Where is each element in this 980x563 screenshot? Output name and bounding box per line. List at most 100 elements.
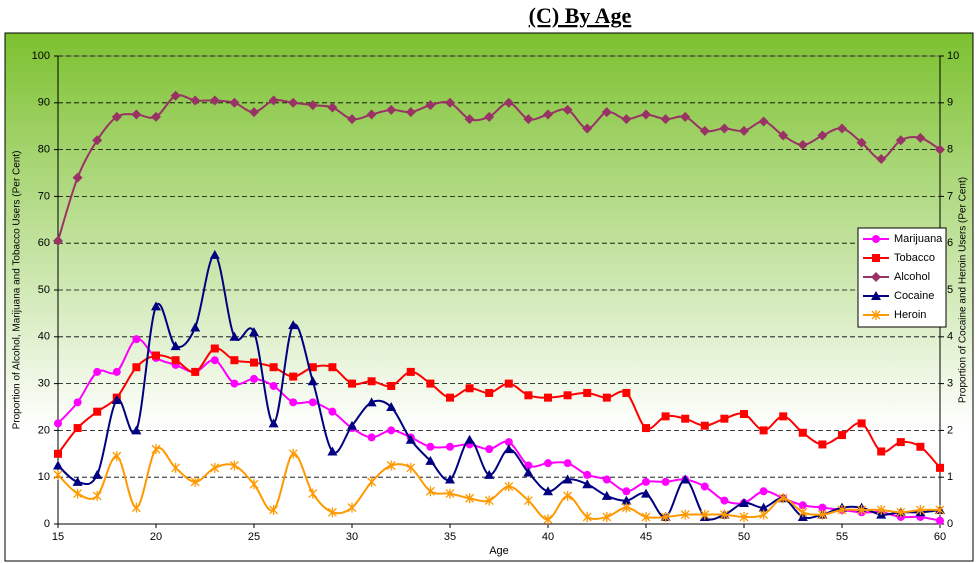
marker (504, 481, 514, 492)
marker (151, 444, 161, 455)
marker (229, 331, 240, 341)
marker (347, 114, 357, 125)
marker (719, 123, 730, 134)
legend-label: Tobacco (894, 252, 935, 264)
marker (896, 438, 905, 447)
marker (268, 418, 279, 428)
marker (269, 504, 279, 515)
marker (818, 503, 827, 512)
marker (209, 249, 220, 259)
x-tick-label: 45 (640, 531, 652, 543)
legend-label: Marijuana (894, 233, 943, 245)
marker (367, 433, 376, 442)
marker (779, 412, 788, 421)
marker (622, 487, 631, 496)
marker (327, 446, 338, 456)
marker (582, 123, 593, 134)
marker (484, 495, 494, 506)
marker (73, 424, 82, 433)
marker (680, 111, 691, 122)
marker (621, 502, 631, 513)
marker (871, 310, 881, 320)
series-line (57, 94, 941, 242)
marker (896, 507, 906, 518)
marker (446, 442, 454, 451)
marker (307, 376, 318, 386)
marker (543, 109, 553, 120)
x-tick-label: 60 (934, 531, 946, 543)
marker (229, 460, 239, 471)
series-line (57, 446, 941, 521)
marker (621, 114, 632, 125)
y-tick-label: 70 (38, 190, 50, 202)
marker (661, 511, 671, 522)
marker (602, 475, 611, 484)
marker (837, 123, 847, 134)
marker (464, 434, 475, 444)
marker (230, 356, 239, 365)
x-tick-label: 35 (444, 531, 456, 543)
y-tick-label: 90 (38, 97, 50, 109)
marker (523, 495, 533, 506)
marker (936, 463, 944, 472)
marker (503, 444, 514, 454)
marker (151, 301, 161, 311)
marker (680, 474, 691, 484)
marker (504, 379, 513, 388)
marker (425, 486, 435, 497)
marker (131, 109, 142, 120)
marker (209, 95, 220, 106)
chart-title: (C) By Age (529, 3, 632, 28)
marker (132, 335, 141, 344)
marker (523, 114, 534, 125)
marker (622, 388, 631, 397)
marker (229, 97, 240, 108)
y-tick-label: 20 (38, 424, 50, 436)
marker (347, 420, 357, 430)
marker (230, 379, 239, 388)
marker (524, 391, 533, 400)
marker (523, 467, 534, 477)
marker (250, 374, 258, 383)
y2-tick-label: 10 (947, 50, 959, 62)
marker (289, 398, 298, 407)
marker (210, 356, 219, 365)
marker (328, 407, 337, 416)
y2-axis-label: Proportion of Cocaine and Heroin Users (… (958, 177, 969, 403)
marker (857, 504, 867, 515)
marker (876, 504, 886, 515)
marker (582, 479, 593, 489)
marker (641, 109, 651, 120)
x-tick-label: 30 (346, 531, 358, 543)
marker (73, 488, 83, 499)
y2-tick-label: 4 (947, 331, 953, 343)
marker (504, 438, 513, 447)
marker (406, 367, 415, 376)
marker (563, 490, 573, 501)
marker (758, 116, 769, 127)
marker (543, 514, 553, 525)
marker (817, 130, 828, 141)
marker (328, 363, 337, 372)
marker (112, 451, 122, 462)
marker (562, 104, 573, 115)
y-axis-label: Proportion of Alcohol, Marijuana and Tob… (12, 151, 23, 430)
marker (170, 90, 181, 101)
marker (112, 367, 121, 376)
marker (915, 132, 926, 143)
marker (348, 379, 356, 388)
marker (524, 461, 533, 470)
marker (269, 363, 278, 372)
marker (405, 107, 416, 118)
marker (190, 476, 200, 487)
marker (92, 469, 103, 479)
marker (936, 516, 944, 525)
marker (367, 377, 376, 386)
marker (288, 320, 299, 330)
marker (798, 501, 807, 510)
marker (485, 445, 494, 454)
marker (660, 114, 671, 125)
marker (485, 388, 494, 397)
marker (503, 97, 514, 108)
marker (54, 419, 62, 428)
